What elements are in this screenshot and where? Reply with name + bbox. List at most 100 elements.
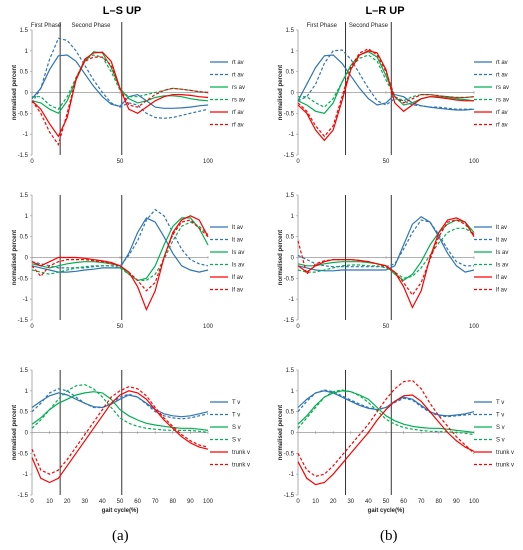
- series-line-trunk-v-solid: [31, 390, 209, 484]
- x-tick-label: 10: [46, 499, 53, 505]
- y-tick-label: -1.5: [18, 318, 29, 324]
- x-tick-label: 0: [30, 499, 34, 505]
- y-tick-label: 0.5: [286, 235, 295, 241]
- x-tick-label: 30: [81, 499, 88, 505]
- legend-label: ls av: [496, 250, 508, 256]
- legend-label: T v: [232, 413, 240, 419]
- x-tick-label: 50: [383, 499, 390, 505]
- series-line-rt-av-dashed: [297, 49, 474, 110]
- y-tick-label: 1: [291, 214, 295, 220]
- legend-label: S v: [232, 425, 241, 431]
- series-line-rs-av-solid: [31, 51, 209, 115]
- y-tick-label: 1: [25, 389, 29, 395]
- legend-label: rf av: [232, 110, 244, 116]
- x-tick-label: 100: [469, 324, 480, 330]
- y-tick-label: 0: [25, 431, 29, 437]
- x-tick-label: 0: [296, 324, 300, 330]
- x-tick-label: 70: [418, 499, 425, 505]
- legend-label: S v: [232, 438, 241, 444]
- series-line-rf-av-solid: [31, 51, 209, 138]
- y-axis-label: normalised percent: [12, 405, 18, 460]
- x-tick-label: 100: [203, 324, 214, 330]
- x-tick-label: 0: [296, 499, 300, 505]
- series-line-ls-av-solid: [31, 217, 209, 282]
- legend-label: rs av: [496, 98, 509, 104]
- y-axis-label: normalised percent: [12, 65, 18, 120]
- series-line-rt-av-dashed: [31, 37, 209, 119]
- legend-label: ls av: [232, 263, 244, 269]
- legend-label: trunk v: [496, 450, 514, 456]
- series-line-T-v-solid: [297, 390, 475, 417]
- x-tick-label: 50: [383, 159, 390, 165]
- x-tick-label: 80: [169, 499, 176, 505]
- series-line-T-v-solid: [31, 392, 209, 418]
- second-phase-label: Second Phase: [71, 23, 111, 29]
- column-title-a: L–S UP: [103, 5, 142, 17]
- y-tick-label: 0.5: [286, 410, 295, 416]
- x-tick-label: 0: [30, 159, 34, 165]
- chart-panel-5: 1.510.50-0.5-1-1.50 10 20 30 40 50 60 70 80 90 100…: [278, 368, 514, 514]
- legend-label: trunk v: [232, 463, 250, 469]
- x-tick-label: 100: [469, 159, 480, 165]
- legend-label: T v: [232, 400, 240, 406]
- y-tick-label: 0.5: [20, 70, 29, 76]
- y-tick-label: 0: [291, 91, 295, 97]
- x-axis-label: gait cycle(%): [368, 508, 405, 514]
- x-axis-label: gait cycle(%): [102, 508, 139, 514]
- legend-label: rf av: [496, 110, 508, 116]
- legend-label: T v: [496, 400, 504, 406]
- first-phase-label: First Phase: [307, 23, 338, 29]
- legend-label: lt av: [496, 238, 507, 244]
- legend-label: lf av: [496, 288, 507, 294]
- y-tick-label: 1: [25, 49, 29, 55]
- y-tick-label: -0.5: [18, 111, 29, 117]
- x-tick-label: 50: [117, 324, 124, 330]
- y-tick-label: 0: [25, 256, 29, 262]
- x-tick-label: 40: [99, 499, 106, 505]
- y-tick-label: 0.5: [20, 235, 29, 241]
- x-tick-label: 80: [435, 499, 442, 505]
- y-tick-label: -0.5: [284, 111, 295, 117]
- y-tick-label: -1.5: [18, 493, 29, 499]
- x-tick-label: 20: [330, 499, 337, 505]
- legend-label: rt av: [232, 60, 244, 66]
- y-tick-label: 1: [25, 214, 29, 220]
- y-tick-label: -1.5: [18, 153, 29, 159]
- y-axis-label: normalised percent: [278, 405, 284, 460]
- legend-label: ls av: [232, 250, 244, 256]
- y-tick-label: 1.5: [20, 193, 29, 199]
- y-tick-label: 0: [291, 256, 295, 262]
- x-tick-label: 0: [296, 159, 300, 165]
- y-tick-label: 1.5: [286, 28, 295, 34]
- legend-label: rs av: [496, 85, 509, 91]
- x-tick-label: 30: [347, 499, 354, 505]
- y-tick-label: -0.5: [284, 451, 295, 457]
- legend-label: rt av: [496, 73, 508, 79]
- series-line-S-v-dashed: [297, 389, 475, 436]
- series-line-ls-av-dashed: [297, 227, 475, 279]
- y-tick-label: 1.5: [286, 193, 295, 199]
- legend-label: lf av: [232, 288, 243, 294]
- legend-label: lt av: [232, 225, 243, 231]
- series-line-lf-av-dashed: [31, 219, 209, 292]
- y-tick-label: 1: [291, 389, 295, 395]
- legend-label: rt av: [232, 73, 244, 79]
- legend-label: ls av: [496, 263, 508, 269]
- x-tick-label: 90: [453, 499, 460, 505]
- y-tick-label: 0.5: [20, 410, 29, 416]
- legend-label: lf av: [232, 275, 243, 281]
- legend-label: rt av: [496, 60, 508, 66]
- y-tick-label: -0.5: [18, 451, 29, 457]
- series-line-T-v-dashed: [297, 389, 475, 418]
- series-line-T-v-dashed: [31, 388, 209, 420]
- panel-label-a: (a): [112, 528, 129, 544]
- y-tick-label: -1: [289, 132, 295, 138]
- x-tick-label: 70: [152, 499, 159, 505]
- y-tick-label: -1: [23, 472, 29, 478]
- y-tick-label: -0.5: [18, 276, 29, 282]
